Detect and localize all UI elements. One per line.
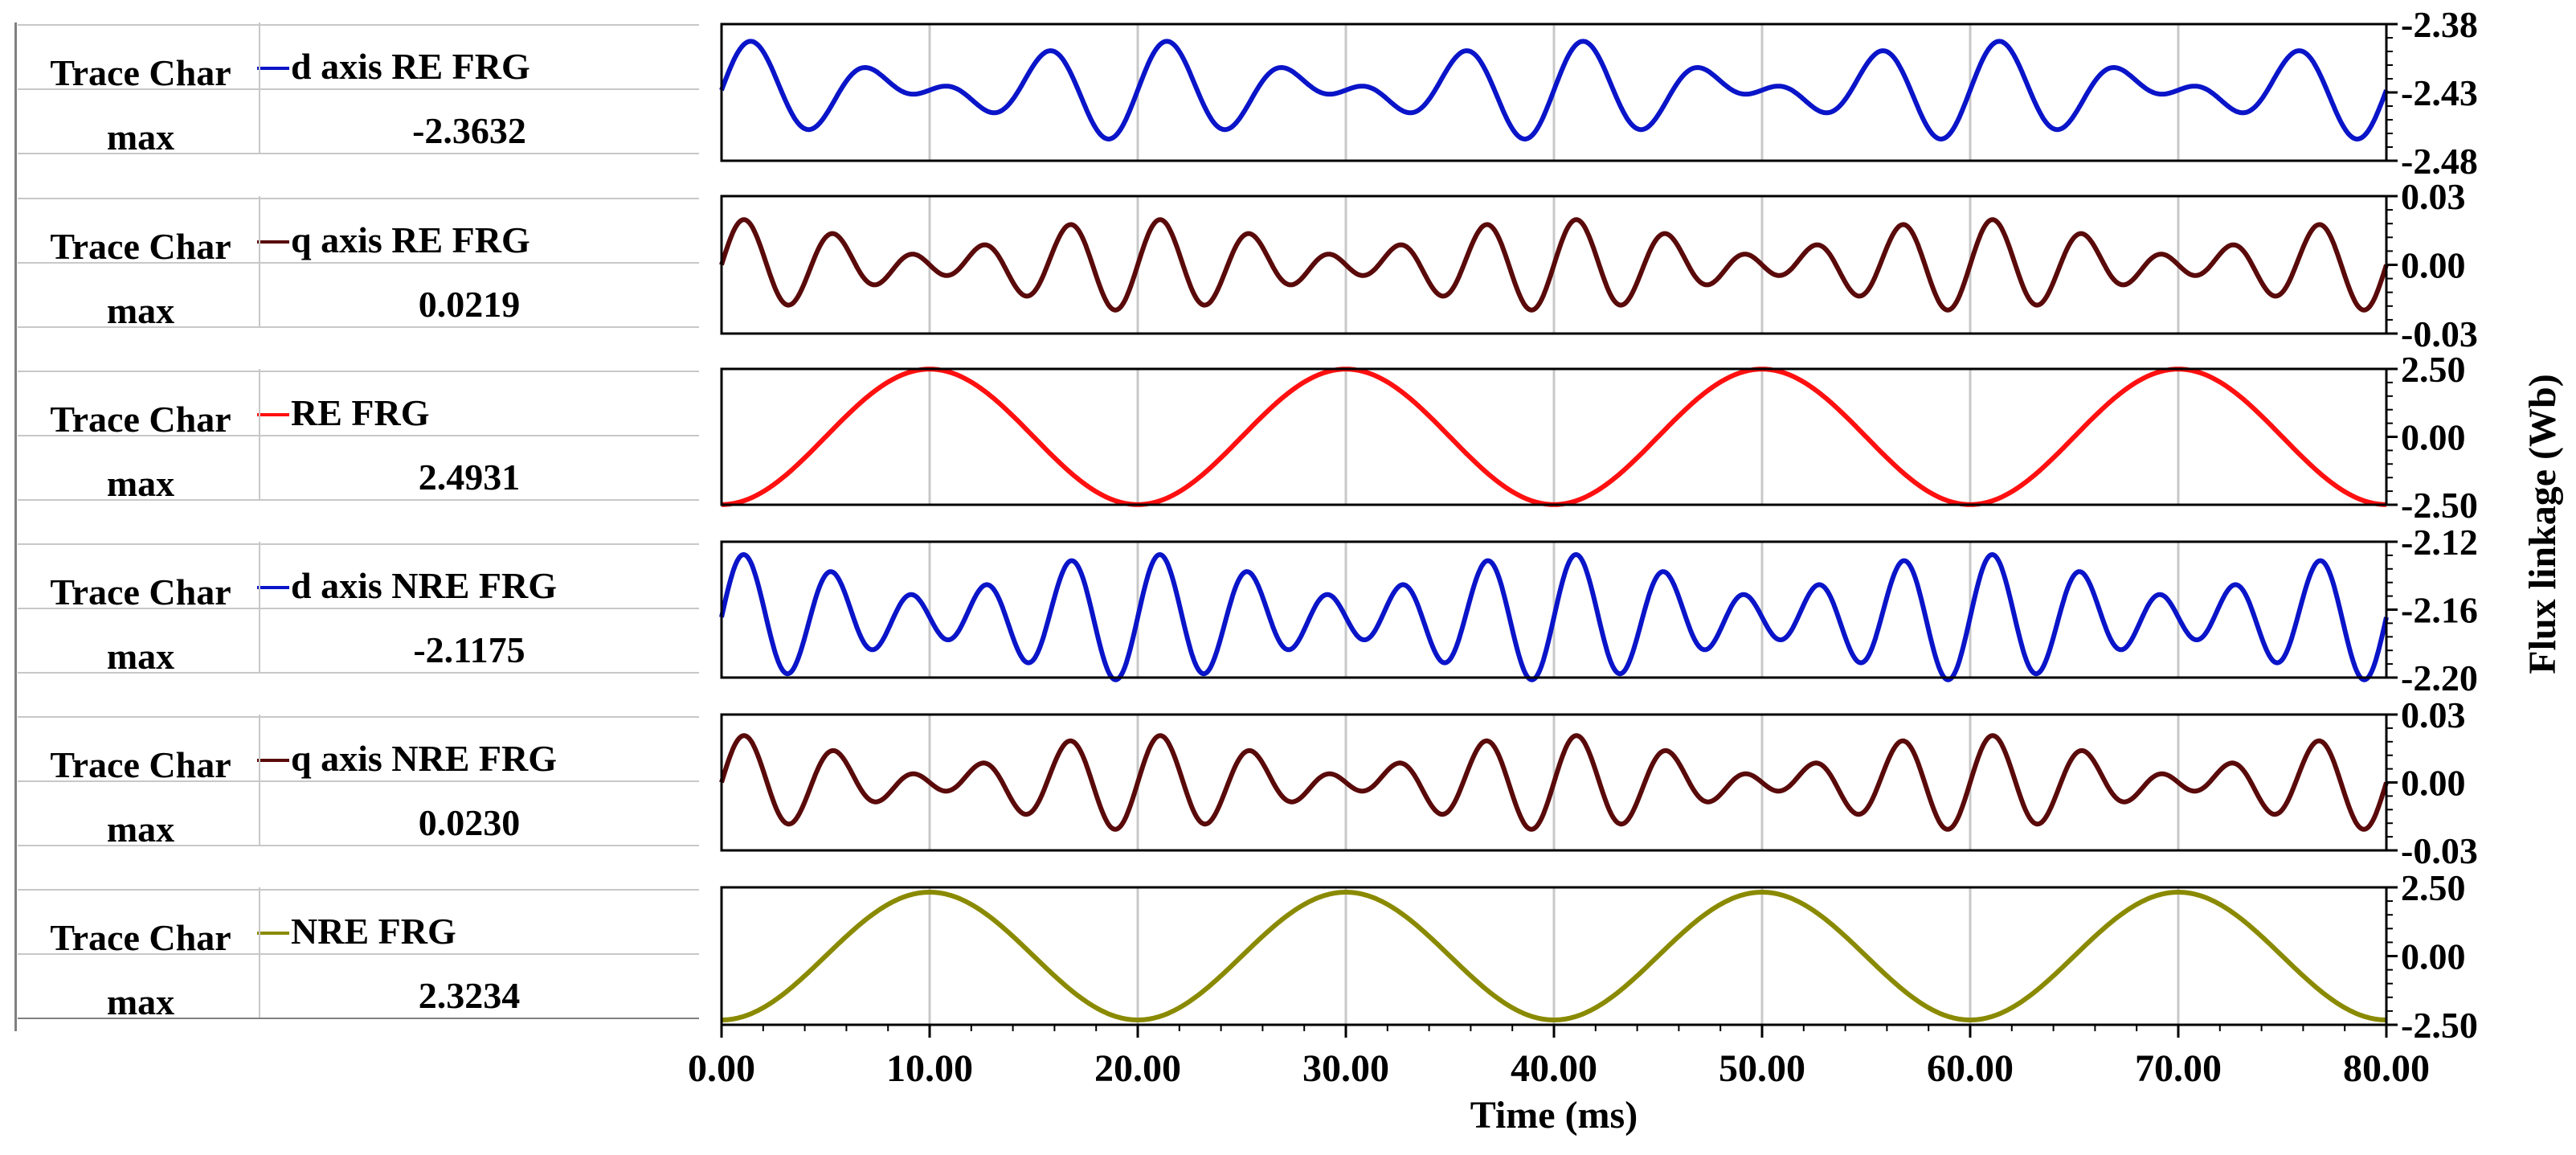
legend-stat-label: max — [106, 290, 175, 331]
legend-stat-value: 2.4931 — [418, 457, 521, 498]
legend-row-divider — [18, 326, 699, 328]
y-tick-label: -0.03 — [2401, 830, 2478, 871]
y-tick-label: -0.03 — [2401, 313, 2478, 354]
y-tick-label: 2.50 — [2401, 867, 2466, 908]
legend-row-divider — [18, 780, 699, 782]
legend-trace-name: d axis NRE FRG — [291, 565, 557, 606]
legend-header-cell: Trace Char — [50, 571, 231, 612]
legend-stat-value: -2.1175 — [413, 629, 525, 670]
y-tick-label: 0.00 — [2401, 417, 2466, 458]
x-tick-label: 50.00 — [1719, 1047, 1805, 1090]
y-tick-label: 2.50 — [2401, 349, 2466, 390]
x-tick-label: 30.00 — [1302, 1047, 1389, 1090]
legend-column-divider — [259, 715, 260, 846]
x-tick-label: 0.00 — [688, 1047, 755, 1090]
y-tick-label: 0.00 — [2401, 245, 2466, 286]
legend-stat-label: max — [106, 809, 175, 850]
x-tick-label: 60.00 — [1927, 1047, 2014, 1090]
legend-row-divider — [18, 198, 699, 199]
y-tick-label: -2.43 — [2401, 72, 2478, 113]
legend-stat-label: max — [106, 636, 175, 677]
legend-row-divider — [18, 262, 699, 264]
legend-row-divider — [18, 499, 699, 501]
x-tick-label: 10.00 — [886, 1047, 973, 1090]
y-tick-label: -2.50 — [2401, 485, 2478, 526]
legend-stat-label: max — [106, 463, 175, 504]
legend-stat-value: 2.3234 — [418, 975, 521, 1016]
y-axis-title: Flux linkage (Wb) — [2521, 374, 2564, 674]
legend-color-swatch — [257, 586, 289, 589]
legend-row-divider — [18, 88, 699, 90]
legend-row-divider — [18, 435, 699, 436]
y-tick-label: 0.00 — [2401, 763, 2466, 804]
legend-stat-label: max — [106, 981, 175, 1022]
legend-row-divider — [18, 845, 699, 846]
legend-stat-label: max — [106, 117, 175, 158]
legend-header-cell: Trace Char — [50, 52, 231, 93]
legend-trace-name: d axis RE FRG — [291, 46, 530, 87]
y-tick-label: -2.16 — [2401, 590, 2478, 631]
legend-trace-name: q axis NRE FRG — [291, 738, 557, 779]
legend-trace-name: q axis RE FRG — [291, 219, 530, 260]
legend-stat-value: -2.3632 — [412, 110, 526, 151]
legend-stat-value: 0.0219 — [418, 284, 521, 325]
y-tick-label: 0.00 — [2401, 936, 2466, 977]
series-line-4 — [719, 733, 2389, 832]
legend-row-divider — [18, 672, 699, 674]
series-line-0 — [719, 39, 2389, 141]
y-tick-label: 0.03 — [2401, 694, 2466, 735]
legend-row-divider — [18, 716, 699, 718]
legend-row-divider — [18, 24, 699, 26]
legend-row-divider — [18, 371, 699, 372]
y-tick-label: -2.50 — [2401, 1005, 2478, 1046]
series-line-3 — [719, 552, 2389, 682]
legend-header-cell: Trace Char — [50, 917, 231, 958]
legend-column-divider — [259, 369, 260, 501]
legend-color-swatch — [257, 240, 289, 244]
y-tick-label: -2.20 — [2401, 657, 2478, 698]
legend-column-divider — [259, 542, 260, 674]
y-tick-label: -2.12 — [2401, 522, 2478, 563]
legend-row-divider — [18, 1018, 699, 1019]
legend-column-divider — [259, 23, 260, 154]
legend-color-swatch — [257, 67, 289, 70]
legend-row-divider — [18, 889, 699, 891]
x-axis-title: Time (ms) — [1470, 1094, 1638, 1137]
legend-header-cell: Trace Char — [50, 399, 231, 440]
y-tick-label: 0.03 — [2401, 176, 2466, 217]
legend-trace-name: RE FRG — [291, 392, 430, 433]
x-tick-label: 80.00 — [2343, 1047, 2430, 1090]
legend-color-swatch — [257, 932, 289, 935]
series-line-5 — [720, 890, 2388, 1022]
legend-header-cell: Trace Char — [50, 226, 231, 267]
y-tick-label: -2.38 — [2401, 4, 2478, 45]
x-tick-label: 40.00 — [1511, 1047, 1597, 1090]
series-line-1 — [719, 217, 2389, 313]
legend-row-divider — [18, 153, 699, 154]
legend-header-cell: Trace Char — [50, 744, 231, 785]
legend-table: Trace Char d axis RE FRG max -2.3632 Trace C… — [0, 0, 699, 1155]
legend-color-swatch — [257, 413, 289, 416]
x-tick-label: 70.00 — [2135, 1047, 2222, 1090]
legend-color-swatch — [257, 759, 289, 762]
legend-row-divider — [18, 953, 699, 955]
legend-row-divider — [18, 608, 699, 609]
legend-column-divider — [259, 196, 260, 328]
x-tick-label: 20.00 — [1094, 1047, 1181, 1090]
legend-left-border — [14, 23, 17, 1031]
legend-column-divider — [259, 887, 260, 1019]
legend-trace-name: NRE FRG — [291, 911, 456, 952]
legend-stat-value: 0.0230 — [418, 802, 521, 843]
y-tick-label: -2.48 — [2401, 141, 2478, 182]
legend-row-divider — [18, 543, 699, 545]
